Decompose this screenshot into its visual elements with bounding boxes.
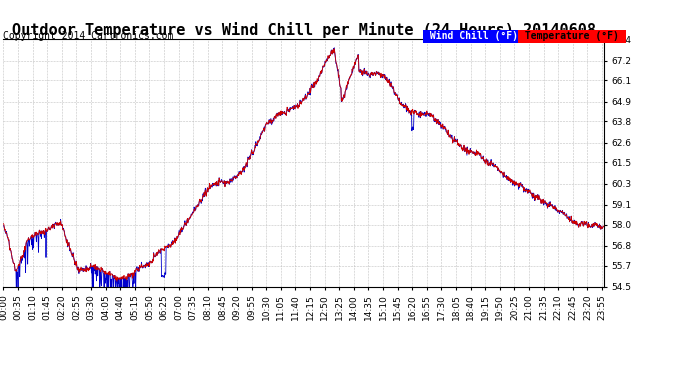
Text: Temperature (°F): Temperature (°F) [519, 32, 624, 41]
Title: Outdoor Temperature vs Wind Chill per Minute (24 Hours) 20140608: Outdoor Temperature vs Wind Chill per Mi… [12, 22, 595, 38]
Text: Copyright 2014 Cartronics.com: Copyright 2014 Cartronics.com [3, 32, 174, 41]
Text: Wind Chill (°F): Wind Chill (°F) [424, 32, 524, 41]
